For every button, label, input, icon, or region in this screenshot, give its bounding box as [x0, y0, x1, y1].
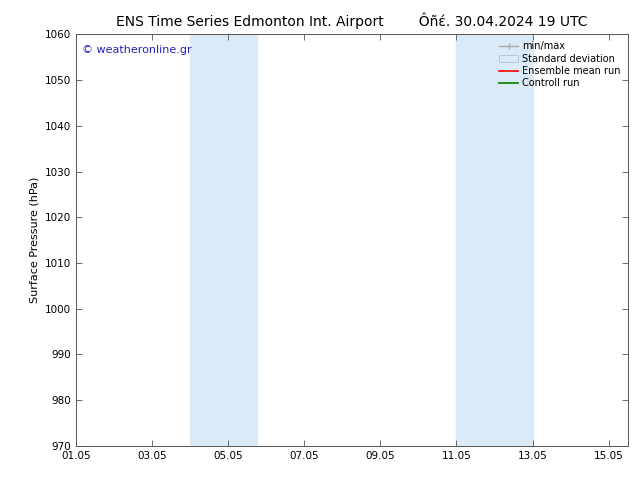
Bar	[190, 34, 257, 446]
Legend: min/max, Standard deviation, Ensemble mean run, Controll run: min/max, Standard deviation, Ensemble me…	[495, 37, 624, 92]
Y-axis label: Surface Pressure (hPa): Surface Pressure (hPa)	[29, 177, 39, 303]
Title: ENS Time Series Edmonton Int. Airport        Ôñέ. 30.04.2024 19 UTC: ENS Time Series Edmonton Int. Airport Ôñ…	[116, 12, 588, 29]
Bar	[456, 34, 533, 446]
Text: © weatheronline.gr: © weatheronline.gr	[82, 45, 191, 54]
